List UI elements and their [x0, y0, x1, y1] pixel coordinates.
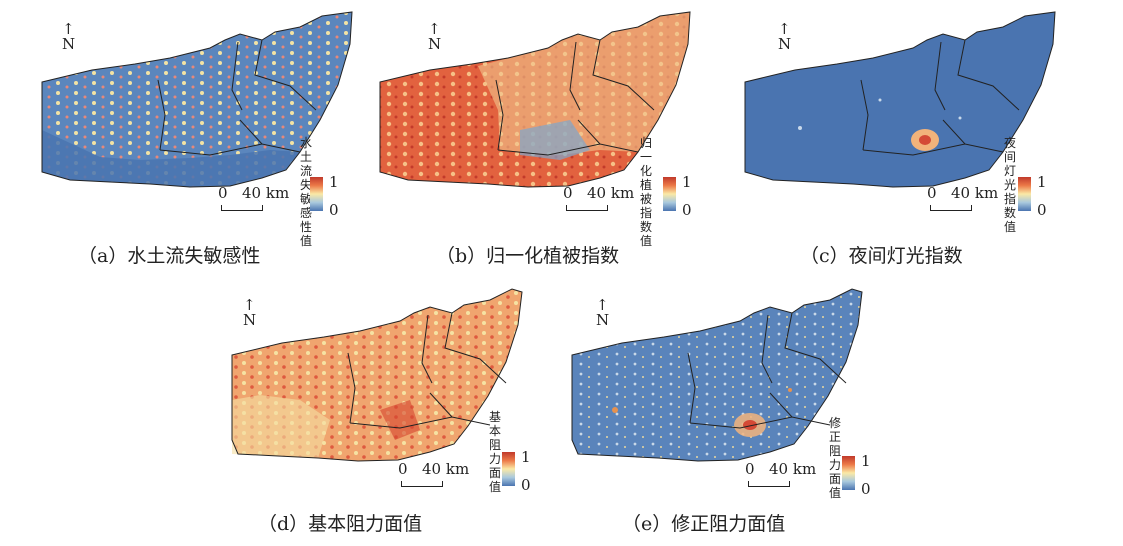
caption-e: （e）修正阻力面值: [622, 513, 786, 535]
legend-bar-d: [502, 452, 515, 486]
map-d: [231, 288, 523, 462]
scale-distance-d: 40 km: [422, 460, 470, 478]
north-arrow-a: ↑N: [62, 20, 76, 53]
legend-low-b: 0: [682, 201, 692, 219]
north-arrow-icon: ↑: [428, 20, 441, 38]
legend-bar-a: [310, 177, 323, 211]
scale-distance-a: 40 km: [242, 184, 290, 202]
north-arrow-c: ↑N: [778, 20, 792, 53]
scale-zero-e: 0: [745, 460, 755, 478]
north-arrow-e: ↑N: [596, 296, 610, 329]
legend-low-a: 0: [329, 201, 339, 219]
legend-high-b: 1: [682, 173, 692, 191]
legend-title-a: 水土流失 敏感性值: [300, 136, 313, 248]
legend-low-d: 0: [521, 476, 531, 494]
legend-title-b: 归一化植 被指数值: [640, 136, 653, 248]
north-arrow-icon: ↑: [243, 296, 256, 314]
scale-bar-c: [930, 205, 972, 211]
legend-high-e: 1: [861, 452, 871, 470]
map-a: [41, 11, 353, 188]
legend-title-e: 修正阻 力面值: [829, 416, 842, 500]
scale-zero-b: 0: [563, 184, 573, 202]
legend-title-d: 基本阻 力面值: [489, 410, 502, 494]
north-arrow-icon: ↑: [62, 20, 75, 38]
scale-distance-b: 40 km: [587, 184, 635, 202]
legend-high-d: 1: [521, 448, 531, 466]
scale-bar-b: [566, 205, 608, 211]
north-arrow-icon: ↑: [596, 296, 609, 314]
scale-zero-a: 0: [218, 184, 228, 202]
north-arrow-d: ↑N: [243, 296, 257, 329]
legend-bar-b: [663, 177, 676, 211]
scale-bar-e: [748, 481, 790, 487]
legend-high-c: 1: [1037, 173, 1047, 191]
map-c: [744, 11, 1056, 188]
legend-bar-c: [1018, 177, 1031, 211]
caption-b: （b）归一化植被指数: [436, 245, 620, 267]
scale-zero-d: 0: [398, 460, 408, 478]
caption-d: （d）基本阻力面值: [258, 513, 423, 535]
caption-c: （c）夜间灯光指数: [800, 245, 963, 267]
legend-low-e: 0: [861, 480, 871, 498]
map-e: [571, 288, 863, 462]
map-b: [379, 11, 691, 188]
scale-zero-c: 0: [927, 184, 937, 202]
legend-bar-e: [842, 456, 855, 490]
legend-title-c: 夜间灯光 指数值: [1004, 136, 1017, 234]
scale-distance-e: 40 km: [769, 460, 817, 478]
north-arrow-icon: ↑: [778, 20, 791, 38]
scale-bar-d: [401, 481, 443, 487]
scale-bar-a: [221, 205, 263, 211]
legend-low-c: 0: [1037, 201, 1047, 219]
scale-distance-c: 40 km: [951, 184, 999, 202]
caption-a: （a）水土流失敏感性: [78, 245, 261, 267]
north-arrow-b: ↑N: [428, 20, 442, 53]
legend-high-a: 1: [329, 173, 339, 191]
